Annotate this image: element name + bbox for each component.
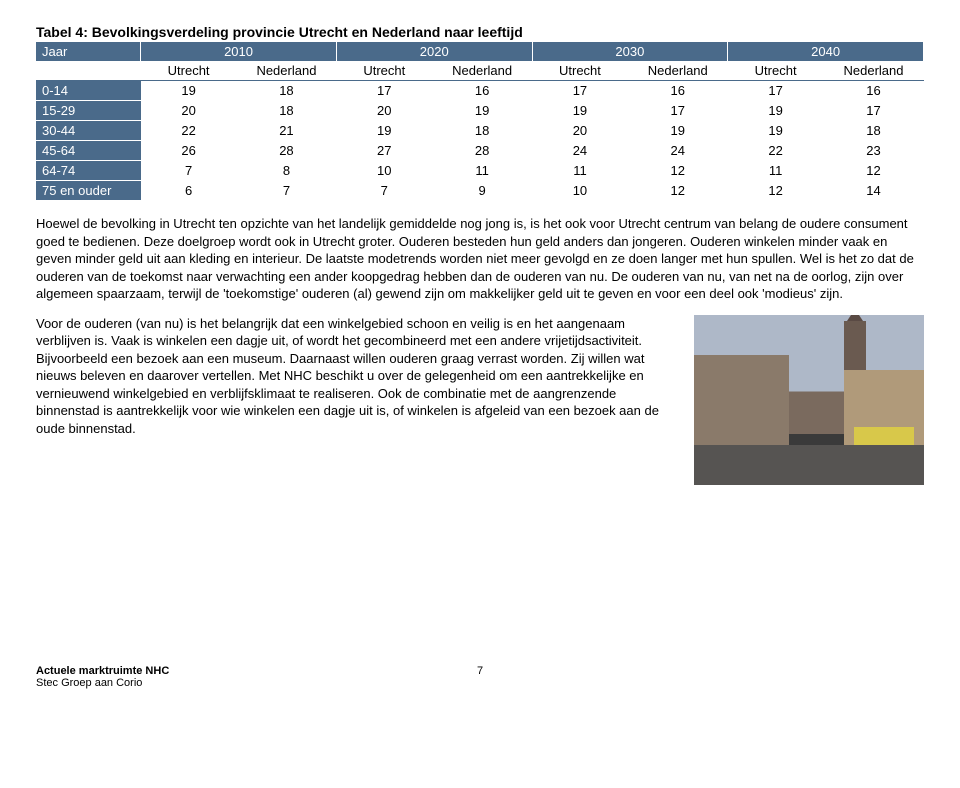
footer-title: Actuele marktruimte NHC: [36, 665, 169, 677]
cell: 28: [237, 141, 337, 161]
paragraph-2: Voor de ouderen (van nu) is het belangri…: [36, 315, 676, 438]
row-label: 45-64: [36, 141, 141, 161]
cell: 27: [336, 141, 432, 161]
row-label: 15-29: [36, 101, 141, 121]
row-label: 0-14: [36, 81, 141, 101]
cell: 17: [728, 81, 824, 101]
cell: 7: [141, 161, 237, 181]
year-header-row: Jaar 2010 2020 2030 2040: [36, 42, 924, 61]
subheader: Nederland: [824, 61, 924, 81]
subheader: Utrecht: [336, 61, 432, 81]
cell: 20: [336, 101, 432, 121]
cell: 24: [532, 141, 628, 161]
cell: 24: [628, 141, 728, 161]
subheader: Utrecht: [728, 61, 824, 81]
cell: 17: [336, 81, 432, 101]
cell: 21: [237, 121, 337, 141]
cell: 20: [141, 101, 237, 121]
cell: 11: [728, 161, 824, 181]
cell: 19: [728, 121, 824, 141]
table-row: 45-642628272824242223: [36, 141, 924, 161]
year-label: Jaar: [36, 42, 141, 61]
page-number: 7: [477, 665, 483, 677]
cell: 17: [532, 81, 628, 101]
cell: 11: [532, 161, 628, 181]
subheader: Nederland: [237, 61, 337, 81]
row-label: 64-74: [36, 161, 141, 181]
cell: 14: [824, 181, 924, 201]
cell: 16: [628, 81, 728, 101]
subheader: Nederland: [628, 61, 728, 81]
cell: 22: [728, 141, 824, 161]
paragraph-1: Hoewel de bevolking in Utrecht ten opzic…: [36, 215, 924, 303]
cell: 19: [728, 101, 824, 121]
cell: 7: [336, 181, 432, 201]
year-2010: 2010: [141, 42, 337, 61]
table-row: 64-7478101111121112: [36, 161, 924, 181]
row-label: 30-44: [36, 121, 141, 141]
subheader-row: Utrecht Nederland Utrecht Nederland Utre…: [36, 61, 924, 81]
cell: 12: [824, 161, 924, 181]
cell: 19: [432, 101, 532, 121]
cell: 12: [628, 161, 728, 181]
year-2030: 2030: [532, 42, 728, 61]
table-row: 75 en ouder677910121214: [36, 181, 924, 201]
cell: 11: [432, 161, 532, 181]
subheader: Utrecht: [141, 61, 237, 81]
year-2020: 2020: [336, 42, 532, 61]
row-label: 75 en ouder: [36, 181, 141, 201]
table-row: 0-141918171617161716: [36, 81, 924, 101]
cell: 22: [141, 121, 237, 141]
cell: 6: [141, 181, 237, 201]
cell: 17: [628, 101, 728, 121]
cell: 7: [237, 181, 337, 201]
cell: 12: [728, 181, 824, 201]
cell: 16: [432, 81, 532, 101]
cell: 18: [432, 121, 532, 141]
cell: 12: [628, 181, 728, 201]
subheader: Nederland: [432, 61, 532, 81]
cell: 20: [532, 121, 628, 141]
cell: 10: [336, 161, 432, 181]
cell: 16: [824, 81, 924, 101]
cell: 10: [532, 181, 628, 201]
cell: 18: [237, 101, 337, 121]
table-row: 15-292018201919171917: [36, 101, 924, 121]
cell: 18: [824, 121, 924, 141]
subheader: Utrecht: [532, 61, 628, 81]
cell: 28: [432, 141, 532, 161]
cell: 18: [237, 81, 337, 101]
cell: 8: [237, 161, 337, 181]
city-photo: [694, 315, 924, 485]
footer-subtitle: Stec Groep aan Corio: [36, 677, 924, 689]
cell: 26: [141, 141, 237, 161]
table-row: 30-442221191820191918: [36, 121, 924, 141]
cell: 19: [336, 121, 432, 141]
cell: 19: [532, 101, 628, 121]
cell: 19: [628, 121, 728, 141]
year-2040: 2040: [728, 42, 924, 61]
cell: 23: [824, 141, 924, 161]
table-title: Tabel 4: Bevolkingsverdeling provincie U…: [36, 24, 924, 40]
cell: 17: [824, 101, 924, 121]
cell: 9: [432, 181, 532, 201]
cell: 19: [141, 81, 237, 101]
population-table: Jaar 2010 2020 2030 2040 Utrecht Nederla…: [36, 42, 924, 201]
